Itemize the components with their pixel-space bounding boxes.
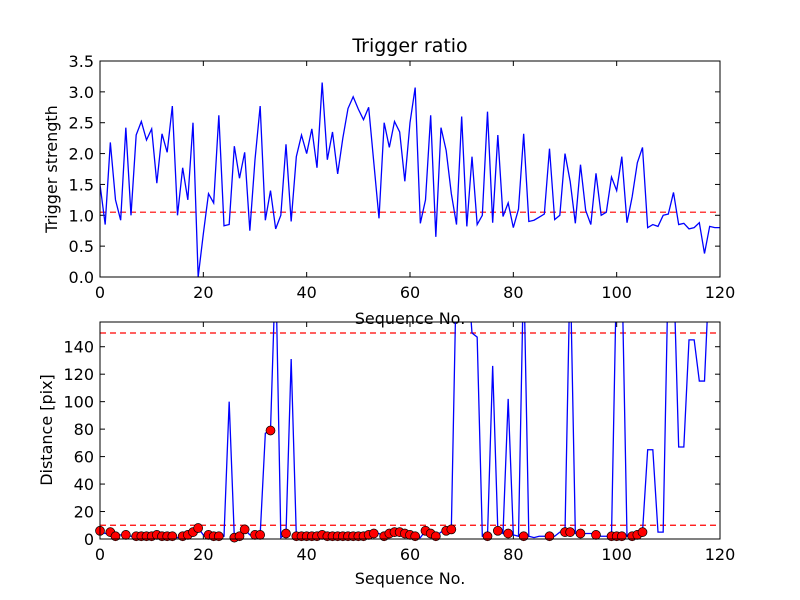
bottom-chart-ylabel: Distance [pix] [37, 374, 56, 486]
top-chart-ytick-label: 0.0 [69, 268, 94, 287]
bottom-chart-ytick-label: 120 [63, 365, 94, 384]
bottom-chart-marker [503, 528, 514, 539]
top-chart-ytick-label: 1.5 [69, 175, 94, 194]
bottom-chart-xtick-label: 120 [705, 545, 736, 564]
bottom-chart-marker [265, 425, 276, 436]
bottom-chart-marker [565, 527, 576, 537]
bottom-chart-xtick-label: 100 [601, 545, 632, 564]
bottom-chart-xtick-label: 40 [296, 545, 316, 564]
bottom-chart-ytick-label: 80 [74, 420, 94, 439]
top-chart-plot [100, 82, 720, 277]
top-chart-ytick-label: 1.0 [69, 206, 94, 225]
bottom-chart-ytick-label: 100 [63, 393, 94, 412]
bottom-chart-marker [446, 524, 457, 535]
bottom-chart-ytick-label: 60 [74, 448, 94, 467]
top-chart-clipped-area [100, 82, 720, 277]
top-chart-ticks: 0 20 40 60 80 100 120 0.0 0.5 1.0 1.5 2.0 2.5 3.0 3.5 [69, 52, 736, 302]
top-chart-title: Trigger ratio [351, 35, 467, 57]
bottom-chart-xtick-label: 0 [95, 545, 105, 564]
bottom-chart-ytick-label: 140 [63, 338, 94, 357]
bottom-chart-marker [637, 527, 648, 537]
bottom-chart-marker [492, 525, 503, 536]
top-chart-ylabel: Trigger strength [42, 105, 61, 234]
bottom-chart-ticks: 0 20 40 60 80 100 120 0 20 40 60 80 100 120 140 [63, 322, 735, 564]
top-chart-xtick-label: 120 [705, 283, 736, 302]
top-chart-xtick-label: 100 [601, 283, 632, 302]
top-chart-ytick-label: 3.0 [69, 83, 94, 102]
top-chart-xtick-label: 80 [503, 283, 523, 302]
bottom-chart-ytick-label: 40 [74, 475, 94, 494]
bottom-chart-marker [281, 528, 291, 539]
bottom-chart-xlabel: Sequence No. [355, 569, 466, 588]
top-chart-frame [99, 60, 721, 278]
top-chart-ytick-label: 2.5 [69, 114, 94, 133]
top-chart-ytick-label: 3.5 [69, 52, 94, 71]
bottom-chart-frame [99, 321, 721, 540]
bottom-chart-marker [193, 523, 204, 533]
top-chart-xlabel: Sequence No. [355, 309, 466, 328]
bottom-chart-xtick-label: 20 [193, 545, 213, 564]
bottom-chart-marker [575, 528, 586, 539]
top-chart-ytick-label: 2.0 [69, 145, 94, 164]
top-chart-xtick-label: 60 [400, 283, 420, 302]
bottom-chart-marker [368, 528, 379, 539]
top-chart-ytick-label: 0.5 [69, 237, 94, 256]
bottom-chart-marker [239, 524, 250, 535]
bottom-chart-marker [120, 530, 131, 540]
top-chart-xtick-label: 20 [193, 283, 213, 302]
bottom-chart-xtick-label: 80 [503, 545, 523, 564]
bottom-chart-xtick-label: 60 [400, 545, 420, 564]
top-chart-xtick-label: 0 [95, 283, 105, 302]
bottom-chart-marker [591, 530, 601, 540]
bottom-chart-ytick-label: 0 [84, 530, 94, 549]
top-chart-series-line [100, 82, 720, 277]
bottom-chart-ytick-label: 20 [74, 503, 94, 522]
bottom-chart-marker [255, 530, 266, 540]
top-chart-xtick-label: 40 [296, 283, 316, 302]
